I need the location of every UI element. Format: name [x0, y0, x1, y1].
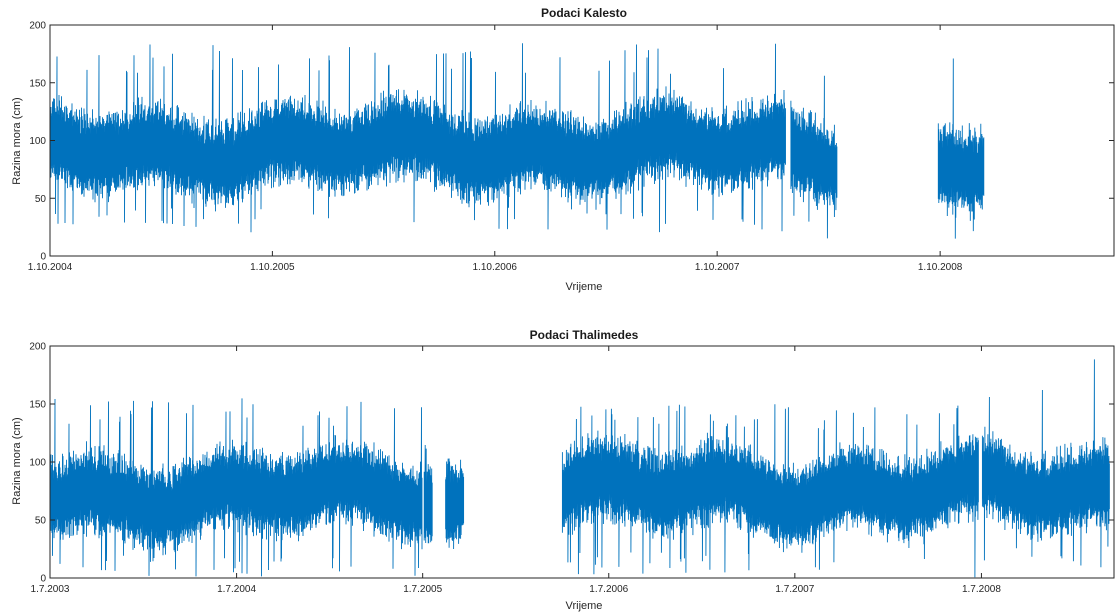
- x-tick-label: 1.10.2007: [695, 262, 740, 273]
- x-tick-label: 1.10.2006: [473, 262, 518, 273]
- y-tick-label: 150: [29, 78, 46, 89]
- y-tick-label: 50: [35, 194, 47, 205]
- y-tick-label: 50: [35, 516, 47, 527]
- series-line-segment: [49, 398, 423, 577]
- chart-title: Podaci Kalesto: [541, 6, 627, 20]
- chart-kalesto: Podaci Kalesto 0 50 100 150 200 1.10.2004 1.1…: [11, 6, 1115, 293]
- x-tick-label: 1.10.2004: [28, 262, 73, 273]
- axes-frame: [49, 24, 1115, 257]
- y-tick-label: 150: [29, 400, 46, 411]
- y-tick-label: 0: [40, 574, 46, 585]
- y-tick-label: 100: [29, 458, 46, 469]
- y-tick-label: 200: [29, 21, 46, 32]
- chart-title: Podaci Thalimedes: [530, 328, 639, 342]
- x-tick-label: 1.7.2007: [775, 584, 814, 595]
- x-tick-label: 1.10.2008: [918, 262, 963, 273]
- series-line-segment: [423, 444, 433, 544]
- y-axis-label: Razina mora (cm): [11, 417, 23, 504]
- x-tick-label: 1.7.2004: [217, 584, 256, 595]
- x-tick-label: 1.7.2003: [31, 584, 70, 595]
- y-tick-label: 200: [29, 342, 46, 353]
- y-axis-label: Razina mora (cm): [11, 97, 23, 184]
- x-tick-label: 1.7.2006: [589, 584, 628, 595]
- plot-area: [49, 359, 1110, 578]
- chart-thalimedes: Podaci Thalimedes 0 50 100 150 200 1.7.2003 1…: [11, 328, 1115, 612]
- series-line-segment: [561, 404, 979, 578]
- x-tick-label: 1.10.2005: [250, 262, 295, 273]
- y-tick-label: 0: [40, 252, 46, 263]
- x-axis-label: Vrijeme: [566, 281, 603, 293]
- series-line-segment: [49, 43, 786, 233]
- x-axis-label: Vrijeme: [566, 600, 603, 612]
- series-line-segment: [445, 458, 465, 550]
- plot-area: [49, 43, 985, 239]
- x-tick-label: 1.7.2008: [962, 584, 1001, 595]
- series-line-segment: [937, 58, 985, 239]
- series-line-segment: [790, 75, 838, 239]
- axes-frame: [49, 345, 1115, 579]
- x-tick-label: 1.7.2005: [403, 584, 442, 595]
- series-line-segment: [981, 359, 1110, 568]
- y-tick-label: 100: [29, 136, 46, 147]
